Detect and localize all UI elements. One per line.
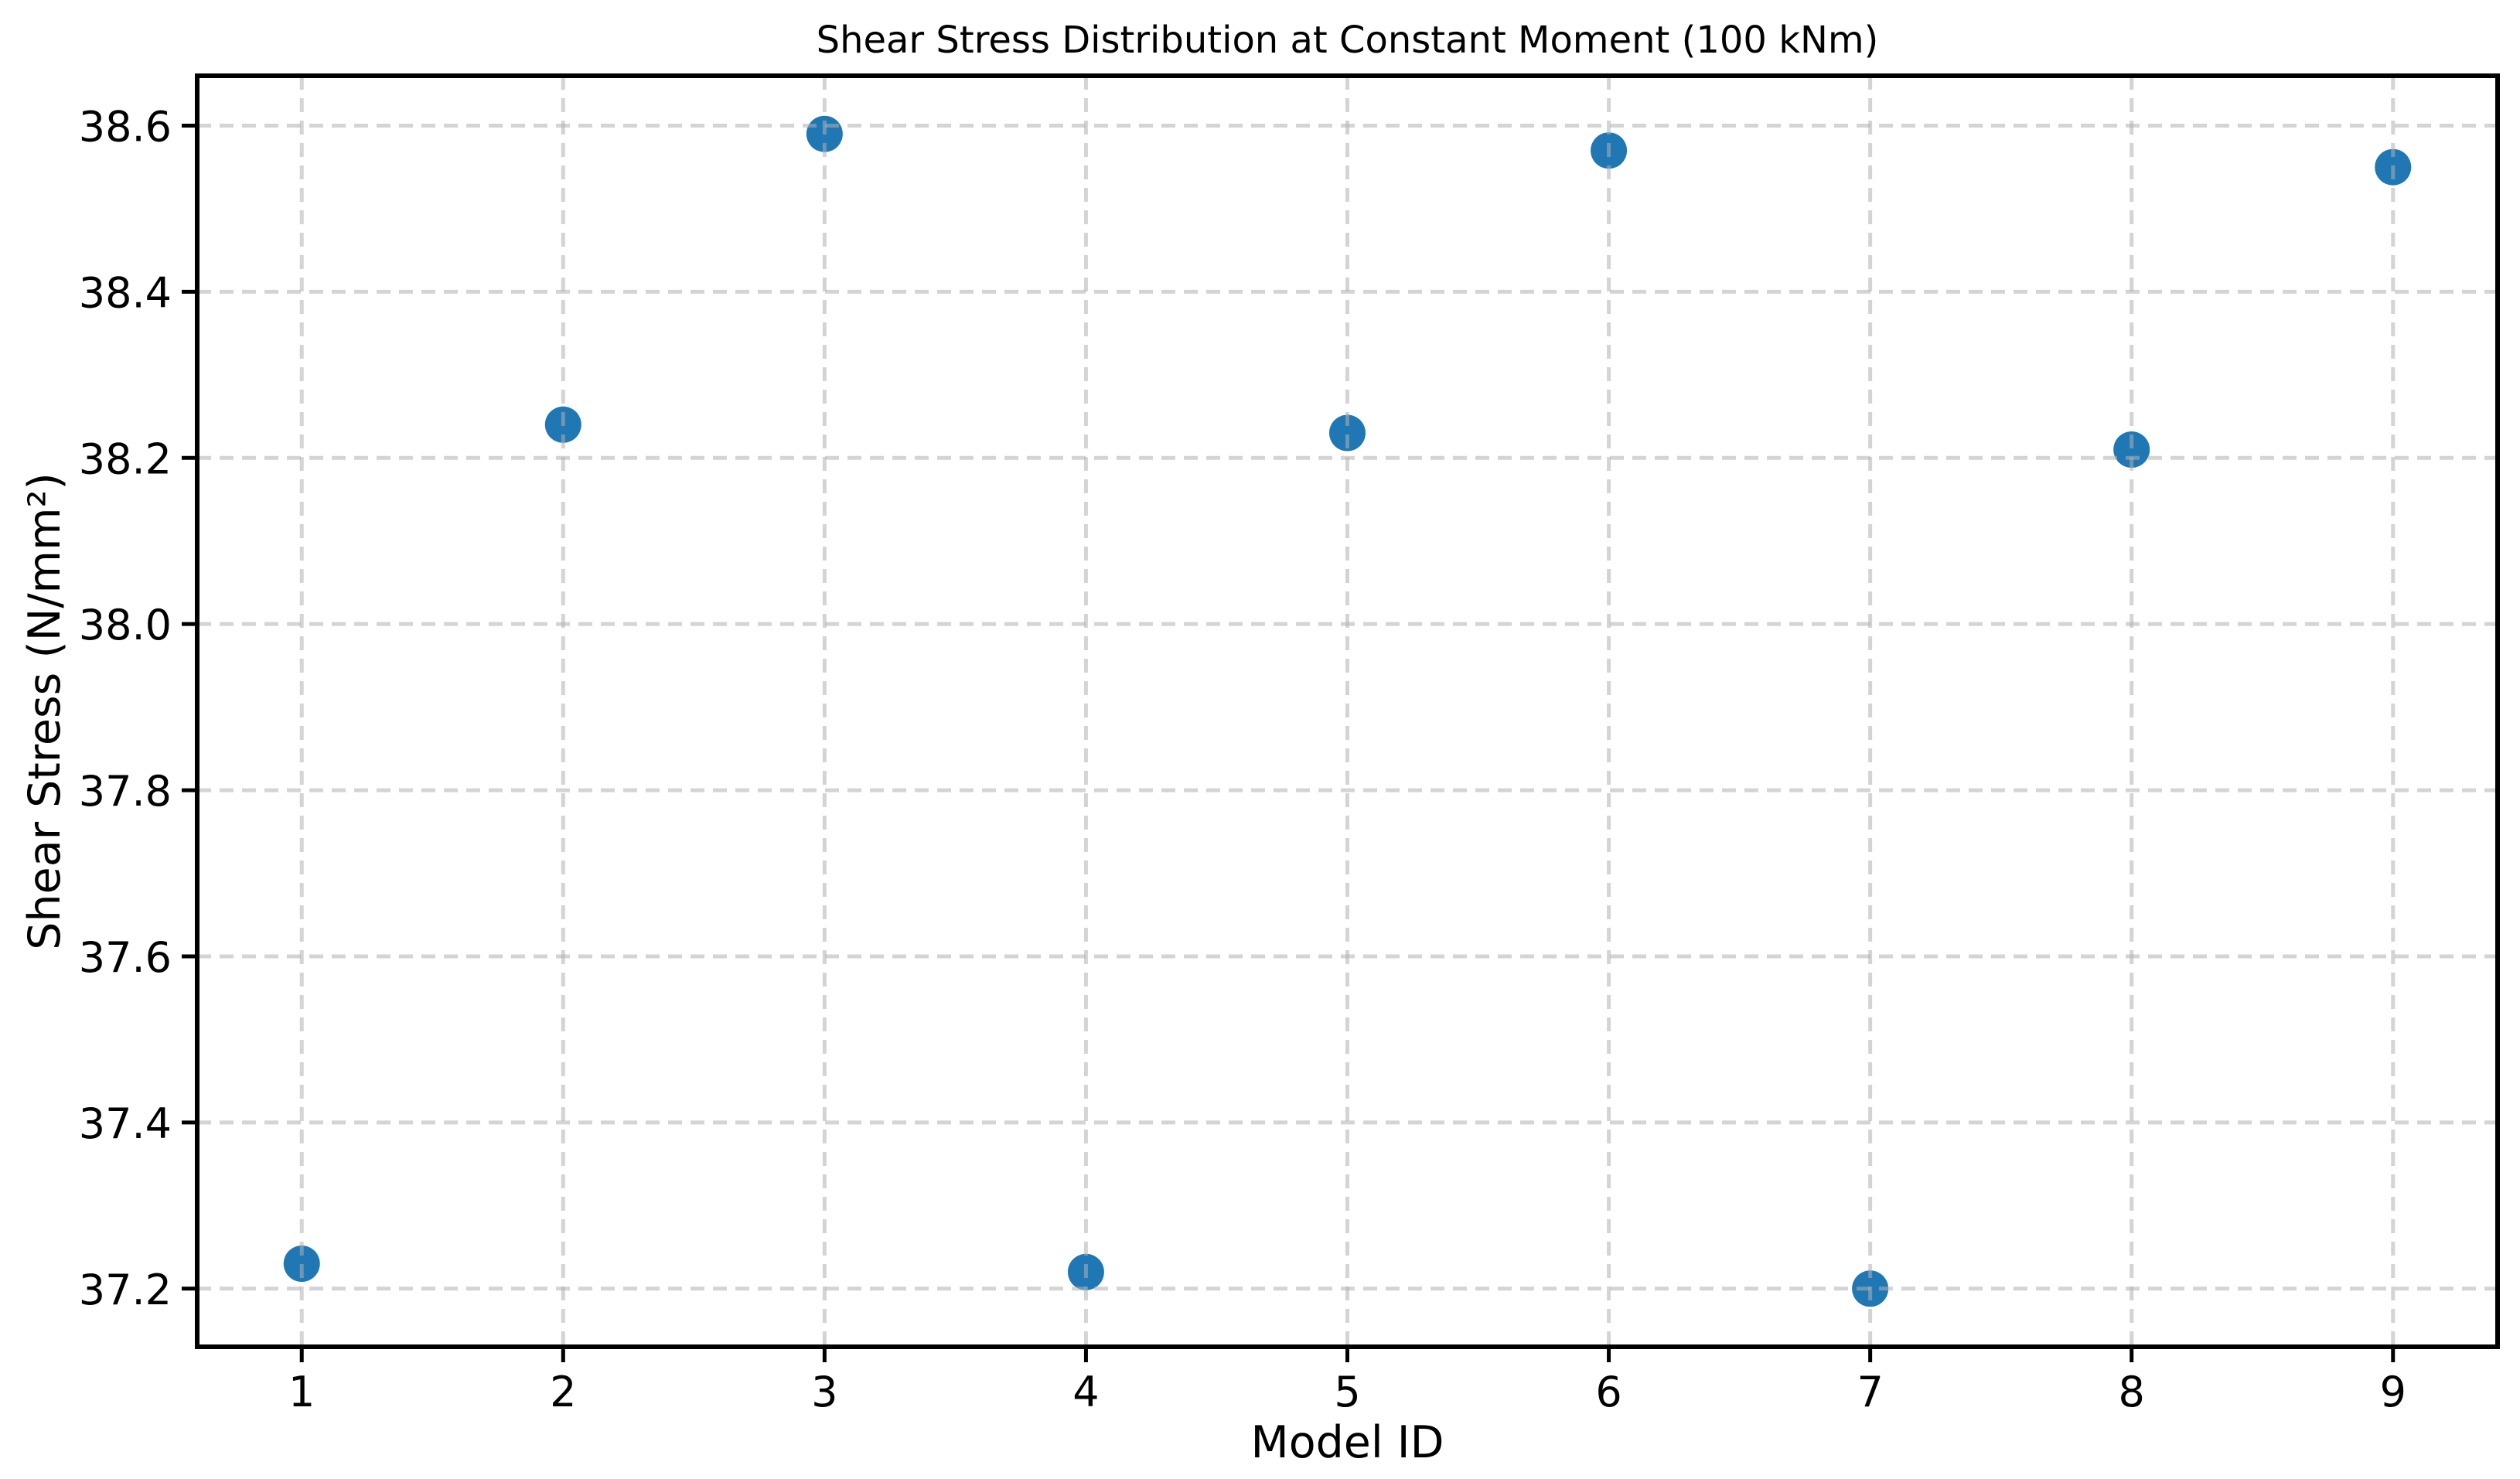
- x-tick-label: 2: [550, 1368, 576, 1416]
- data-point-model-1: [283, 1246, 320, 1283]
- gridlines-layer: [197, 76, 2498, 1347]
- x-tick-label: 6: [1595, 1368, 1621, 1416]
- x-tick-label: 9: [2380, 1368, 2406, 1416]
- y-tick-label: 37.4: [79, 1099, 172, 1148]
- y-tick-label: 37.2: [79, 1266, 172, 1314]
- data-point-model-8: [2113, 431, 2150, 469]
- x-tick-label: 3: [811, 1368, 837, 1416]
- y-tick-label: 38.4: [79, 268, 172, 317]
- data-point-model-5: [1329, 414, 1366, 452]
- y-axis-label: Shear Stress (N/mm²): [19, 472, 70, 949]
- x-tick-label: 7: [1857, 1368, 1883, 1416]
- y-tick-label: 38.6: [79, 102, 172, 151]
- y-tick-label: 38.0: [79, 601, 172, 649]
- y-tick-label: 37.8: [79, 767, 172, 816]
- y-tick-label: 38.2: [79, 434, 172, 483]
- axis-ticks-layer: 1 2 3 4 5 6 7 8 9 37.2 37.4 37.6 37.8 38.0 38.2 38.4 38.…: [79, 102, 2406, 1416]
- x-tick-label: 4: [1072, 1368, 1099, 1416]
- chart-title: Shear Stress Distribution at Constant Mo…: [817, 19, 1879, 62]
- x-axis-label: Model ID: [1251, 1417, 1444, 1468]
- y-tick-label: 37.6: [79, 933, 172, 982]
- x-tick-label: 1: [288, 1368, 315, 1416]
- x-tick-label: 5: [1334, 1368, 1360, 1416]
- x-tick-label: 8: [2119, 1368, 2145, 1416]
